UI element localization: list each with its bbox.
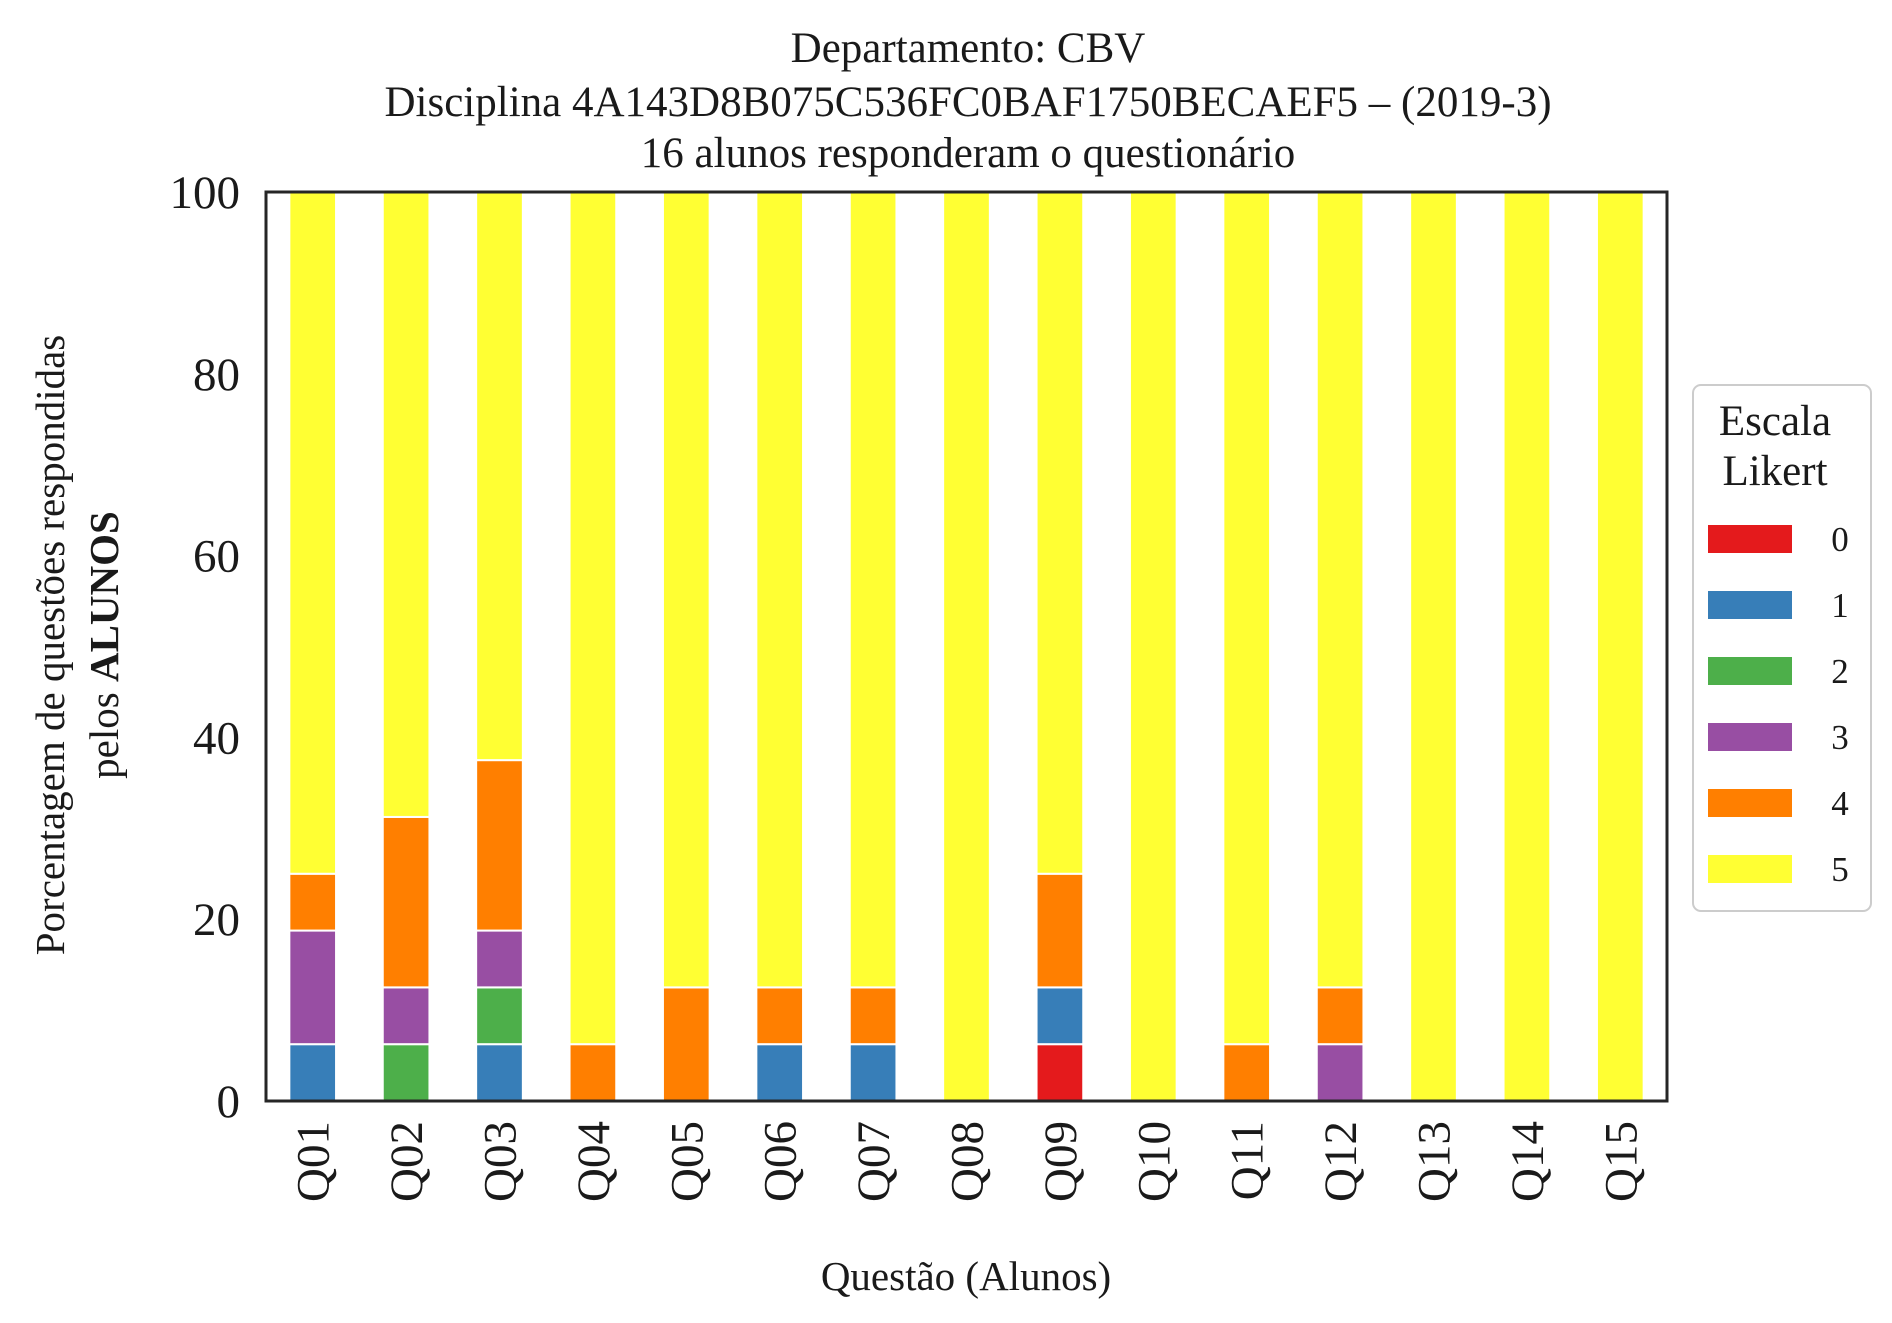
- bar-segment-q09-likert-1: [1035, 986, 1085, 1046]
- x-tick-label: Q01: [288, 1121, 340, 1202]
- legend-swatch-3: [1708, 723, 1792, 751]
- bar-segment-q06-likert-4: [755, 986, 805, 1046]
- legend-label-2: 2: [1831, 652, 1849, 691]
- x-tick-label: Q14: [1502, 1121, 1554, 1202]
- bar-segment-q14-likert-5: [1502, 191, 1552, 1102]
- bar-segment-q09-likert-0: [1035, 1043, 1085, 1102]
- bar-segment-q03-likert-1: [475, 1043, 524, 1102]
- chart-title-line-1: Departamento: CBV: [791, 25, 1146, 72]
- bar-segment-q03-likert-4: [475, 759, 524, 932]
- y-tick-label: 40: [193, 712, 240, 764]
- x-tick-label: Q05: [661, 1121, 713, 1202]
- legend-swatch-1: [1708, 591, 1792, 619]
- legend-label-0: 0: [1831, 520, 1849, 559]
- bar-segment-q15-likert-5: [1595, 191, 1645, 1102]
- bar-segment-q03-likert-3: [475, 929, 524, 989]
- bar-segment-q01-likert-4: [288, 872, 338, 932]
- bar-segment-q01-likert-1: [288, 1043, 338, 1102]
- chart-title-line-2: Disciplina 4A143D8B075C536FC0BAF1750BECA…: [384, 79, 1551, 126]
- bar-segment-q04-likert-4: [568, 1043, 618, 1102]
- chart-title: Departamento: CBV Disciplina 4A143D8B075…: [384, 25, 1551, 177]
- bar-segment-q02-likert-3: [381, 986, 431, 1046]
- x-tick-label: Q08: [942, 1121, 994, 1202]
- bar-segment-q09-likert-4: [1035, 872, 1085, 989]
- bar-segment-q12-likert-4: [1315, 986, 1365, 1046]
- x-tick-label: Q12: [1315, 1121, 1367, 1202]
- x-tick-label: Q06: [755, 1121, 807, 1202]
- bar-segment-q13-likert-5: [1409, 191, 1458, 1102]
- bars-layer: [288, 191, 1645, 1102]
- y-tick-label: 80: [193, 349, 240, 401]
- y-axis-label-line-1: Porcentagem de questões respondidas: [27, 335, 73, 956]
- bar-segment-q01-likert-3: [288, 929, 338, 1046]
- y-tick-label: 100: [170, 167, 241, 219]
- bar-segment-q03-likert-5: [475, 191, 524, 762]
- plot-frame: [264, 190, 1669, 1103]
- legend-swatch-5: [1708, 855, 1792, 883]
- bar-segment-q07-likert-4: [848, 986, 898, 1046]
- bar-segment-q10-likert-5: [1128, 191, 1178, 1102]
- bar-segment-q06-likert-5: [755, 191, 805, 989]
- bar-segment-q07-likert-1: [848, 1043, 898, 1102]
- x-tick-label: Q03: [475, 1121, 527, 1202]
- bar-segment-q02-likert-2: [381, 1043, 431, 1102]
- x-tick-label: Q13: [1409, 1121, 1461, 1202]
- x-tick-label: Q11: [1222, 1121, 1274, 1200]
- y-tick-label: 60: [193, 531, 240, 583]
- bar-segment-q03-likert-2: [475, 986, 524, 1046]
- bar-segment-q07-likert-5: [848, 191, 898, 989]
- x-tick-label: Q10: [1128, 1121, 1180, 1202]
- y-tick-label: 0: [217, 1076, 241, 1128]
- x-tick-label: Q07: [848, 1121, 900, 1202]
- y-axis-ticks: 0 20 40 60 80 100: [170, 167, 241, 1128]
- bar-segment-q02-likert-5: [381, 191, 431, 818]
- bar-segment-q02-likert-4: [381, 815, 431, 989]
- bar-segment-q09-likert-5: [1035, 191, 1085, 875]
- x-tick-label: Q09: [1035, 1121, 1087, 1202]
- chart-title-line-3: 16 alunos responderam o questionário: [641, 130, 1295, 177]
- legend-label-5: 5: [1831, 850, 1849, 889]
- bar-segment-q12-likert-5: [1315, 191, 1365, 989]
- y-axis-label-line-2: pelos ALUNOS: [81, 511, 127, 779]
- y-axis-label-bold: ALUNOS: [81, 511, 127, 682]
- bar-segment-q11-likert-4: [1222, 1043, 1272, 1102]
- bar-segment-q05-likert-4: [661, 986, 711, 1102]
- legend-label-3: 3: [1831, 718, 1849, 757]
- x-axis-label: Questão (Alunos): [821, 1253, 1111, 1299]
- y-tick-label: 20: [193, 894, 240, 946]
- y-axis-label-prefix: pelos: [81, 682, 127, 779]
- bar-segment-q06-likert-1: [755, 1043, 805, 1102]
- legend-swatch-4: [1708, 789, 1792, 817]
- bar-segment-q01-likert-5: [288, 191, 338, 875]
- x-tick-label: Q04: [568, 1121, 620, 1202]
- x-tick-label: Q15: [1595, 1121, 1647, 1202]
- x-axis-ticks: Q01 Q02 Q03 Q04 Q05 Q06 Q07 Q08 Q09 Q10 Q11 Q12 Q13 Q…: [288, 1121, 1648, 1202]
- legend-frame: [1692, 384, 1872, 912]
- legend: Escala Likert 0 1 2 3 4 5: [1692, 384, 1872, 912]
- bar-segment-q04-likert-5: [568, 191, 618, 1046]
- legend-items: 0 1 2 3 4 5: [1708, 520, 1849, 889]
- x-tick-label: Q02: [381, 1121, 433, 1202]
- bar-segment-q05-likert-5: [661, 191, 711, 989]
- legend-label-1: 1: [1831, 586, 1849, 625]
- legend-title-line-1: Escala: [1719, 398, 1831, 445]
- legend-label-4: 4: [1831, 784, 1849, 823]
- bar-segment-q08-likert-5: [942, 191, 991, 1102]
- legend-title-line-2: Likert: [1722, 448, 1827, 495]
- legend-swatch-0: [1708, 525, 1792, 553]
- legend-swatch-2: [1708, 657, 1792, 685]
- bar-segment-q11-likert-5: [1222, 191, 1272, 1046]
- bar-segment-q12-likert-3: [1315, 1043, 1365, 1102]
